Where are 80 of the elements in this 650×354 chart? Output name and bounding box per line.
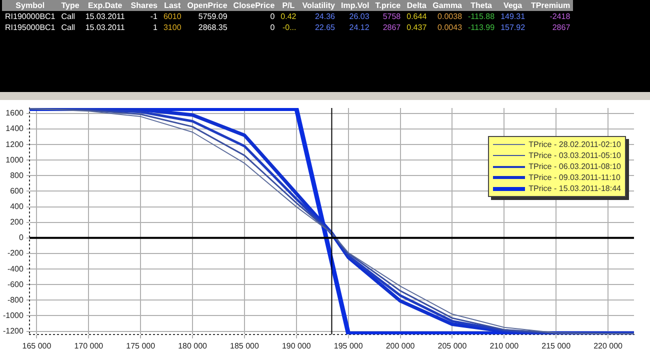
- y-tick-label: 0: [19, 233, 24, 242]
- text: 26.03: [348, 11, 370, 22]
- y-tick-label: -600: [7, 280, 24, 289]
- category-label: Volatility: [299, 0, 338, 11]
- legend-label: TPrice - 28.02.2011-02:10: [528, 140, 621, 149]
- category-label: T.price: [372, 0, 404, 11]
- text: 0.0043: [436, 22, 464, 33]
- category-label: OpenPrice: [184, 0, 230, 11]
- category-label: P/L: [278, 0, 300, 11]
- x-tick-label: 170 000: [74, 341, 104, 350]
- y-tick-label: -1000: [2, 310, 24, 320]
- y-tick-label: -200: [7, 248, 24, 258]
- category-label: Exp.Date: [82, 0, 128, 11]
- text: 22.65: [314, 22, 336, 33]
- legend-label: TPrice - 06.03.2011-08:10: [528, 162, 621, 171]
- text: 5758: [382, 11, 402, 22]
- text: -0...: [281, 22, 298, 33]
- text: 6010: [162, 11, 182, 22]
- text: RI195000BC1: [4, 22, 56, 33]
- text: 15.03.2011: [84, 22, 126, 33]
- text: 0.644: [406, 11, 428, 22]
- category-label: Type: [58, 0, 82, 11]
- text: 3100: [162, 22, 182, 33]
- category-label: Shares: [128, 0, 160, 11]
- category-label: Last: [160, 0, 184, 11]
- x-tick-label: 220 000: [594, 341, 624, 350]
- x-tick-label: 200 000: [386, 341, 416, 350]
- text: 0.0038: [436, 11, 464, 22]
- text: 5759.09: [197, 11, 228, 22]
- text: 24.12: [348, 22, 370, 33]
- category-label: Gamma: [430, 0, 466, 11]
- legend-label: TPrice - 09.03.2011-11:10: [528, 173, 620, 182]
- text: 24.36: [314, 11, 336, 22]
- text: -1: [149, 11, 158, 22]
- text: Call: [60, 22, 76, 33]
- legend-label: TPrice - 03.03.2011-05:10: [528, 151, 621, 160]
- category-label: ClosePrice: [230, 0, 278, 11]
- y-tick-label: 1600: [6, 108, 24, 118]
- text: RI190000BC1: [4, 11, 56, 22]
- x-tick-label: 165 000: [22, 341, 52, 350]
- x-tick-label: 210 000: [490, 341, 520, 350]
- category-label: TPremium: [528, 0, 574, 11]
- x-tick-label: 175 000: [126, 341, 156, 350]
- text: 2867: [551, 22, 572, 33]
- text: Call: [60, 11, 76, 22]
- text: 2868.35: [197, 22, 228, 33]
- text: 149.31: [500, 11, 526, 22]
- x-tick-label: 190 000: [282, 341, 312, 350]
- text: 0: [269, 11, 276, 22]
- y-tick-label: -800: [7, 295, 24, 304]
- text: 0.437: [406, 22, 428, 33]
- text: 15.03.2011: [84, 11, 126, 22]
- x-tick-label: 180 000: [178, 341, 208, 350]
- y-tick-label: 1000: [6, 155, 24, 164]
- text: -113.99: [467, 22, 496, 33]
- y-tick-label: 1200: [6, 140, 24, 149]
- text: -2418: [548, 11, 572, 22]
- y-tick-label: 800: [10, 170, 24, 180]
- x-tick-label: 185 000: [230, 341, 260, 350]
- text: 0.42: [280, 11, 298, 22]
- y-tick-label: 600: [10, 186, 24, 196]
- text: 0: [269, 22, 276, 33]
- text: -115.88: [467, 11, 496, 22]
- legend-label: TPrice - 15.03.2011-18:44: [528, 184, 621, 193]
- category-label: Theta: [465, 0, 498, 11]
- text: 2867: [382, 22, 402, 33]
- category-label: Vega: [498, 0, 528, 11]
- y-tick-label: -400: [7, 264, 24, 274]
- category-label: Delta: [404, 0, 430, 11]
- category-label: Imp.Vol: [338, 0, 372, 11]
- x-tick-label: 195 000: [334, 341, 364, 350]
- x-tick-label: 205 000: [438, 341, 468, 350]
- y-tick-label: 200: [10, 218, 24, 227]
- text: 157.92: [500, 22, 526, 33]
- y-tick-label: 1400: [6, 124, 24, 134]
- y-tick-label: -1200: [2, 326, 24, 336]
- x-tick-label: 215 000: [542, 341, 572, 350]
- y-tick-label: 400: [10, 202, 24, 212]
- category-label: Symbol: [2, 0, 58, 11]
- text: 1: [152, 22, 158, 33]
